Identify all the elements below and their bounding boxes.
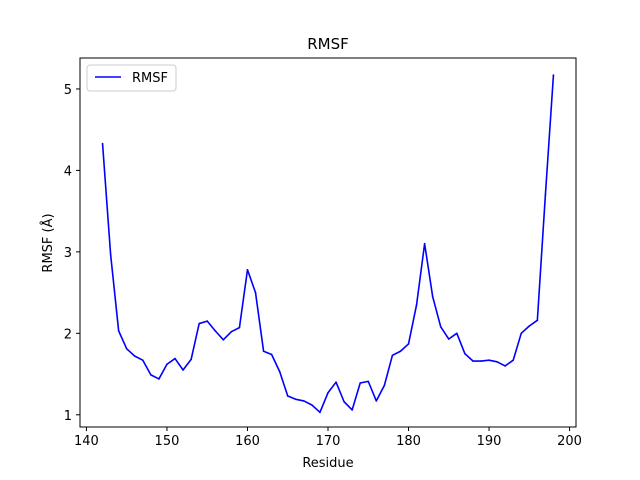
data-point	[536, 319, 539, 322]
data-point	[303, 400, 305, 402]
data-point	[142, 359, 144, 362]
data-point	[456, 332, 458, 335]
data-point	[447, 338, 450, 340]
data-point	[439, 326, 442, 328]
data-point	[423, 242, 426, 245]
data-point	[311, 404, 313, 406]
data-point	[399, 350, 402, 353]
data-point	[206, 320, 209, 322]
legend: RMSF	[86, 64, 177, 92]
data-point	[383, 384, 386, 387]
data-point	[270, 353, 273, 356]
data-point	[327, 391, 329, 394]
data-point	[520, 332, 523, 335]
x-tick-label: 190	[477, 434, 502, 449]
data-point	[431, 295, 434, 298]
axis-ticks: 140 150 160 170 180 190 200 1 2 3 4 5	[64, 83, 582, 449]
x-axis-label: Residue	[302, 456, 353, 471]
plot-frame	[79, 57, 577, 428]
data-point	[512, 359, 514, 362]
data-point	[544, 194, 547, 196]
y-tick-label: 2	[64, 327, 72, 342]
x-tick-label: 200	[557, 434, 582, 449]
data-point	[230, 330, 233, 333]
data-point	[158, 378, 160, 380]
y-tick-label: 5	[64, 83, 72, 98]
x-tick-label: 150	[155, 434, 180, 449]
data-point	[190, 358, 192, 361]
data-point	[166, 363, 168, 366]
data-point	[415, 304, 418, 306]
data-point	[319, 411, 321, 414]
y-tick-label: 3	[64, 246, 72, 261]
legend-box	[86, 64, 177, 92]
data-point	[335, 381, 337, 383]
data-point	[101, 142, 104, 145]
data-point	[117, 330, 120, 332]
data-point	[150, 374, 152, 376]
data-point	[286, 395, 289, 397]
data-point	[464, 352, 466, 355]
data-point	[125, 348, 128, 350]
data-point	[351, 409, 353, 411]
data-point	[472, 360, 474, 362]
data-point	[552, 74, 555, 76]
data-point	[278, 370, 281, 373]
data-point	[480, 360, 482, 362]
x-tick-label: 160	[235, 434, 260, 449]
data-point	[214, 330, 217, 332]
data-point	[294, 398, 297, 401]
data-point	[367, 380, 370, 383]
y-tick-label: 1	[64, 409, 72, 424]
data-point	[198, 322, 200, 325]
data-point	[375, 400, 378, 402]
data-point	[133, 355, 136, 357]
data-point	[504, 365, 506, 367]
data-point	[174, 357, 176, 360]
data-point	[246, 268, 249, 271]
data-point	[254, 291, 257, 294]
x-tick-label: 180	[396, 434, 421, 449]
legend-label-rmsf: RMSF	[132, 71, 168, 86]
y-axis-label: RMSF (Å)	[40, 213, 56, 272]
data-point	[238, 326, 241, 329]
data-point	[391, 354, 394, 357]
x-tick-label: 170	[316, 434, 341, 449]
chart-title: RMSF	[307, 35, 349, 53]
data-point	[343, 400, 345, 403]
data-point	[182, 369, 184, 371]
data-point	[488, 359, 490, 362]
data-point	[109, 253, 112, 256]
data-point	[222, 339, 225, 341]
data-point	[496, 361, 498, 363]
data-point	[359, 382, 362, 384]
series-line-rmsf	[101, 75, 555, 414]
x-tick-label: 140	[74, 434, 99, 449]
data-point	[528, 325, 531, 327]
data-point	[407, 343, 410, 345]
series-layer	[101, 74, 555, 414]
data-point	[262, 350, 265, 353]
y-tick-label: 4	[64, 164, 72, 179]
